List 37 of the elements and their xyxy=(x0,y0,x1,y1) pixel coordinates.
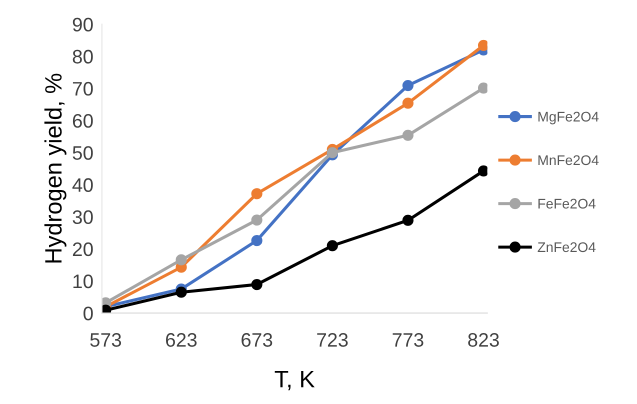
x-tick-label: 823 xyxy=(468,333,499,347)
y-tick-label: 90 xyxy=(72,18,93,32)
legend-label: FeFe2O4 xyxy=(538,198,596,209)
x-axis-title: T, K xyxy=(274,370,315,390)
y-tick-label: 80 xyxy=(72,50,93,64)
point xyxy=(402,130,414,141)
legend-label: MgFe2O4 xyxy=(538,112,599,124)
y-tick-label: 0 xyxy=(84,306,93,320)
y-tick-label: 30 xyxy=(72,210,93,224)
point xyxy=(176,254,187,266)
legend-label: MnFe2O4 xyxy=(538,155,599,166)
point xyxy=(251,278,262,290)
x-tick-label: 623 xyxy=(166,333,197,347)
y-axis-title: Hydrogen yield, % xyxy=(44,74,66,263)
x-tick-label: 573 xyxy=(90,333,122,347)
x-tick-label: 673 xyxy=(242,333,272,347)
y-tick-label: 40 xyxy=(72,178,93,192)
point xyxy=(102,304,112,314)
point xyxy=(478,82,488,94)
point xyxy=(478,165,488,176)
point xyxy=(402,80,414,92)
x-tick-label: 723 xyxy=(317,333,348,347)
point xyxy=(176,286,187,298)
point xyxy=(251,235,262,246)
point xyxy=(251,188,262,200)
x-tick-label: 773 xyxy=(392,333,424,347)
point xyxy=(402,214,414,226)
legend-label: ZnFe2O4 xyxy=(538,242,596,252)
y-tick-label: 60 xyxy=(72,114,93,128)
point xyxy=(402,98,414,109)
y-tick-label: 10 xyxy=(73,274,93,288)
point xyxy=(478,40,488,51)
y-tick-label: 70 xyxy=(72,82,93,96)
point xyxy=(251,214,262,226)
point xyxy=(326,240,338,252)
y-tick-label: 50 xyxy=(72,146,93,160)
y-tick-label: 20 xyxy=(72,242,93,256)
